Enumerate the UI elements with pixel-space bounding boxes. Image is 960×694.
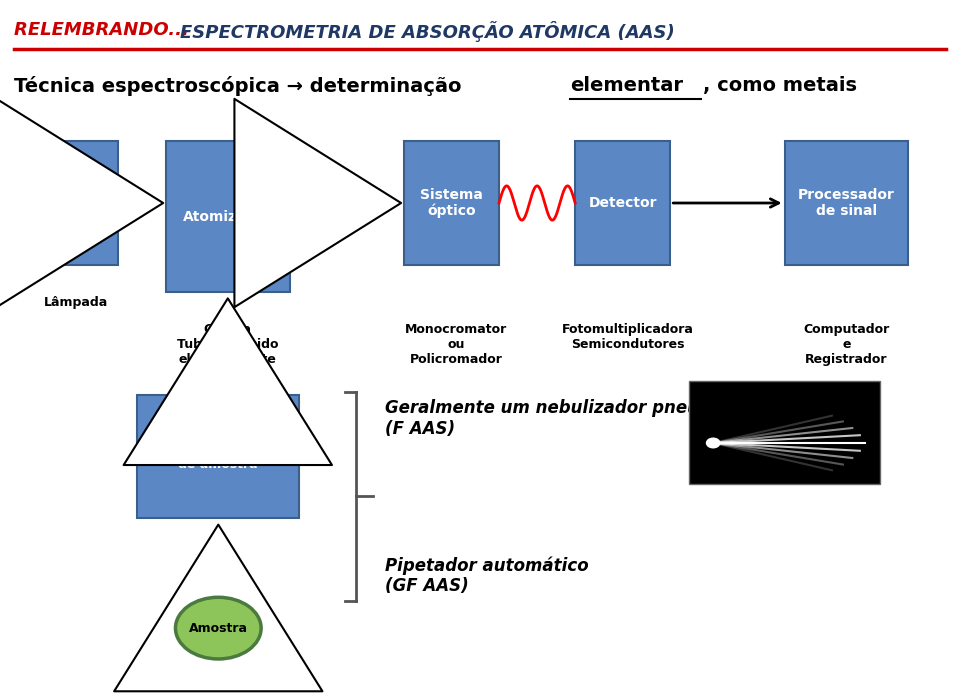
Text: Técnica espectroscópica → determinação: Técnica espectroscópica → determinação (13, 76, 468, 96)
Text: Sistema de introdução
de amostra: Sistema de introdução de amostra (139, 443, 298, 471)
Text: , como metais: , como metais (703, 76, 856, 95)
Text: hν: hν (360, 185, 381, 201)
Text: Amostra: Amostra (189, 622, 248, 634)
Text: Geralmente um nebulizador pneumático
(F AAS): Geralmente um nebulizador pneumático (F … (385, 398, 762, 438)
Circle shape (707, 438, 720, 448)
Text: Pipetador automático
(GF AAS): Pipetador automático (GF AAS) (385, 556, 588, 595)
Text: Detector: Detector (588, 196, 657, 210)
FancyBboxPatch shape (166, 142, 290, 292)
Text: ESPECTROMETRIA DE ABSORÇÃO ATÔMICA (AAS): ESPECTROMETRIA DE ABSORÇÃO ATÔMICA (AAS) (180, 22, 675, 42)
Text: Lâmpada: Lâmpada (43, 296, 108, 309)
FancyBboxPatch shape (784, 142, 908, 264)
Text: Atomizador: Atomizador (182, 210, 273, 223)
Text: Fonte
de luz: Fonte de luz (52, 188, 99, 218)
Circle shape (176, 598, 261, 659)
Text: RELEMBRANDO...: RELEMBRANDO... (13, 22, 195, 40)
Text: Fotomultiplicadora
Semicondutores: Fotomultiplicadora Semicondutores (562, 323, 693, 351)
FancyBboxPatch shape (137, 395, 300, 518)
Text: Chama
Tubo aquecido
eletricamente: Chama Tubo aquecido eletricamente (177, 323, 278, 366)
Text: hν: hν (122, 185, 143, 201)
Text: elementar: elementar (570, 76, 684, 95)
Text: Sistema
óptico: Sistema óptico (420, 187, 483, 219)
FancyBboxPatch shape (404, 142, 499, 264)
FancyBboxPatch shape (689, 381, 879, 484)
Text: Monocromator
ou
Policromador: Monocromator ou Policromador (405, 323, 507, 366)
Text: Processador
de sinal: Processador de sinal (798, 188, 895, 218)
FancyBboxPatch shape (33, 142, 118, 264)
Text: Computador
e
Registrador: Computador e Registrador (804, 323, 890, 366)
FancyBboxPatch shape (575, 142, 670, 264)
